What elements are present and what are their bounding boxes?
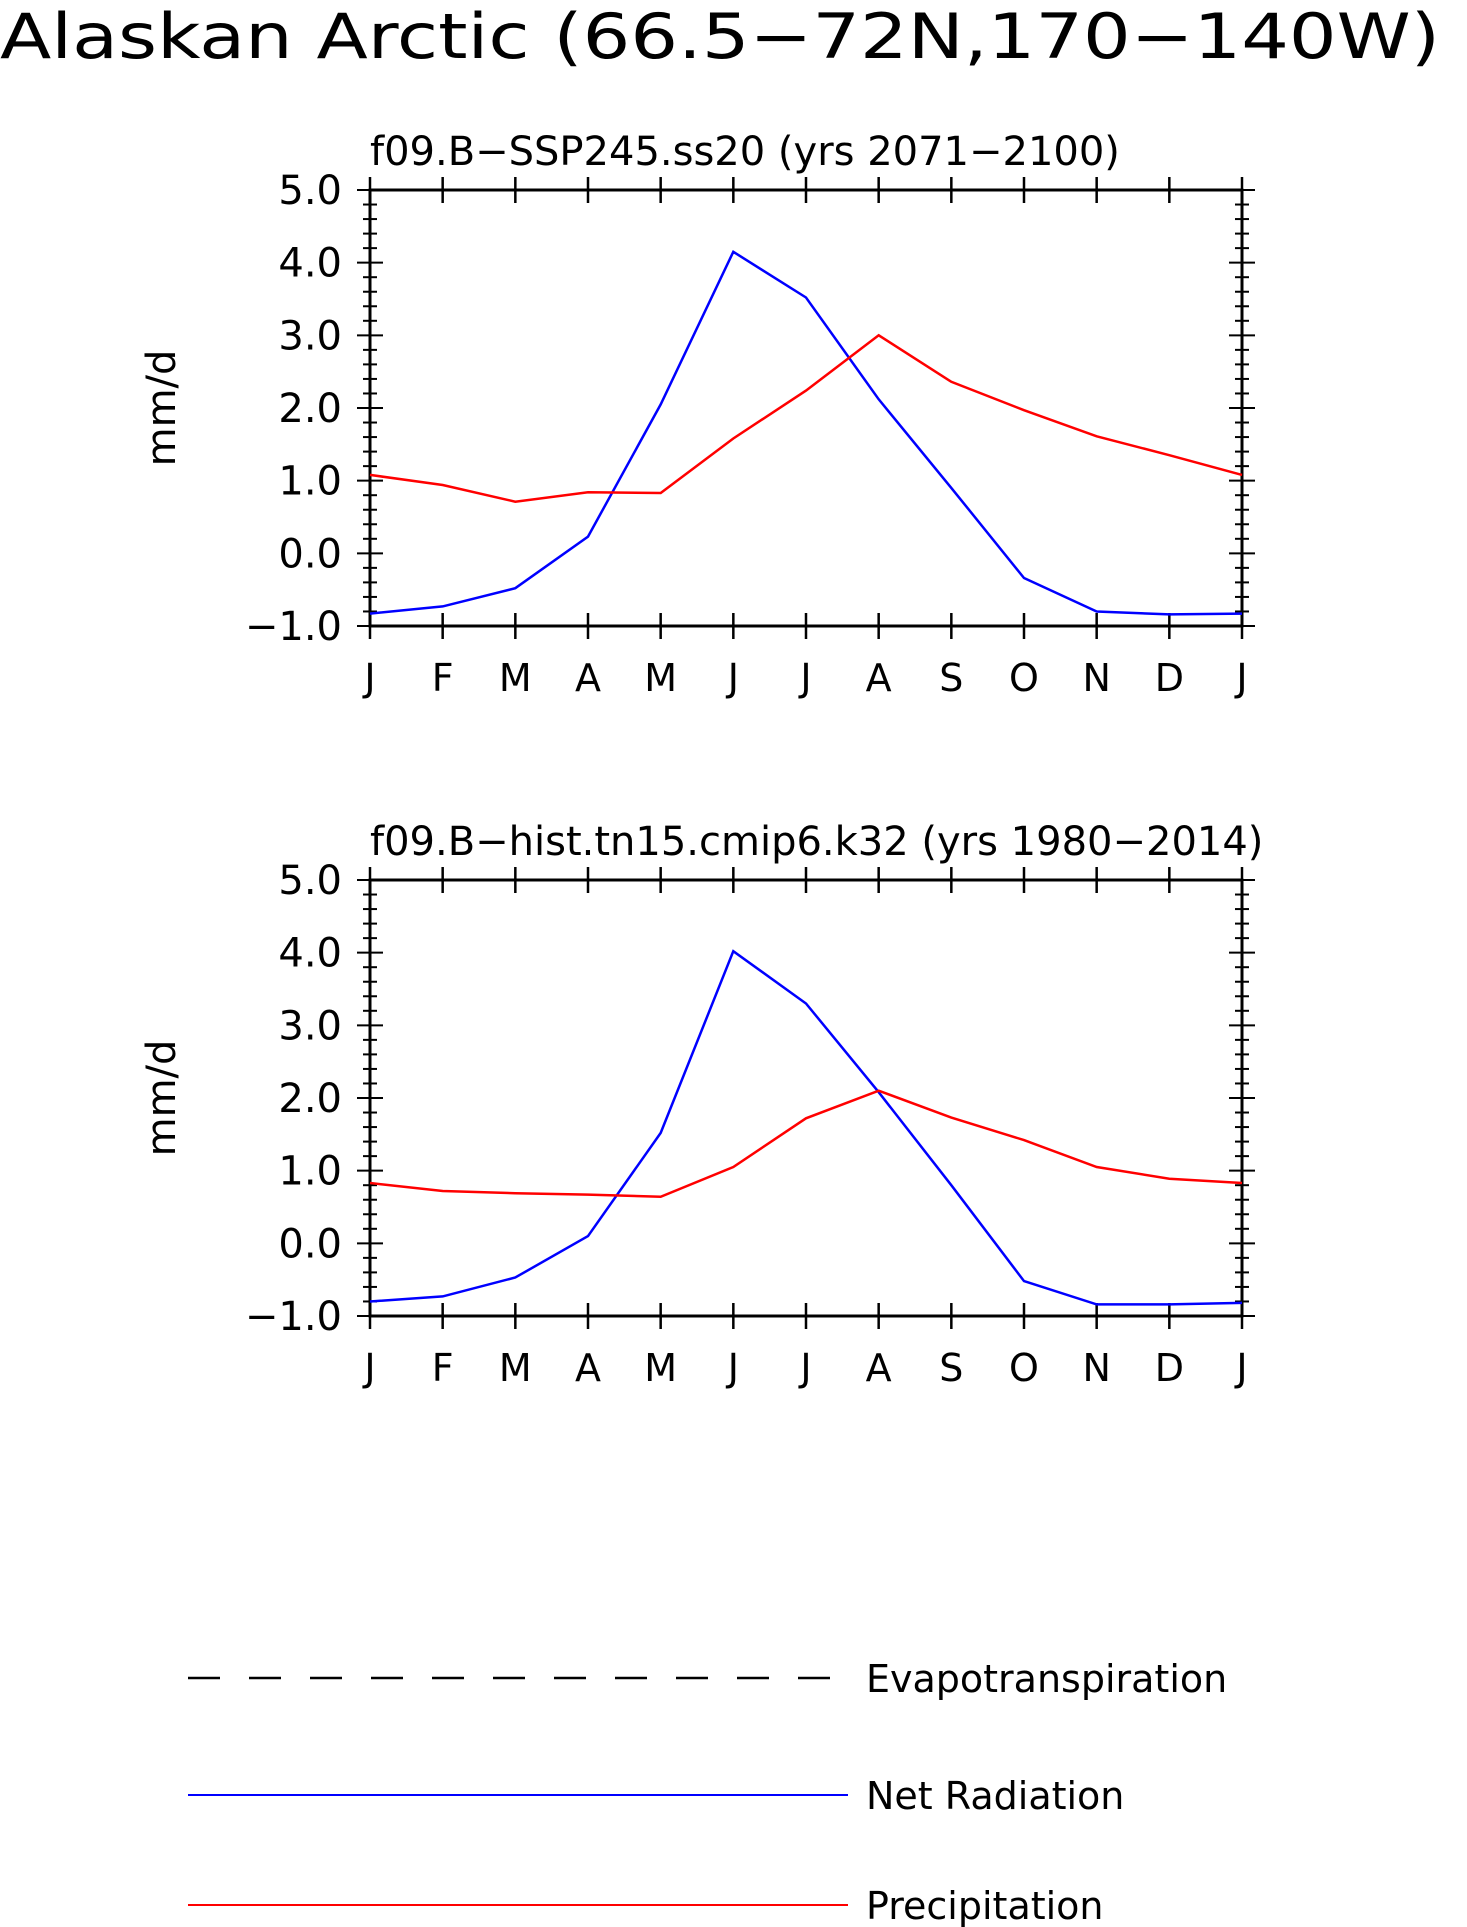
plot-frame (368, 878, 1244, 1318)
panel-2: f09.B−hist.tn15.cmip6.k32 (yrs 1980−2014… (139, 819, 1263, 1390)
x-tick-label: N (1082, 1346, 1110, 1390)
y-tick-label: 4.0 (278, 931, 342, 977)
x-tick-label: J (1234, 1346, 1247, 1390)
legend-label-net-radiation: Net Radiation (866, 1774, 1124, 1818)
x-tick-label: A (575, 1346, 601, 1390)
x-tick-label: J (362, 1346, 375, 1390)
x-tick-label: O (1009, 656, 1039, 700)
series-line-net-radiation (369, 949, 1243, 1306)
x-tick-label: J (1234, 656, 1247, 700)
plot-frame (368, 188, 1244, 628)
series-line-precipitation (369, 1089, 1243, 1199)
x-tick-label: J (798, 656, 811, 700)
legend-label-precipitation: Precipitation (866, 1884, 1104, 1927)
series-line-precipitation (369, 333, 1243, 503)
x-tick-label: N (1082, 656, 1110, 700)
series-line-net-radiation (369, 249, 1243, 616)
x-tick-label: S (939, 656, 963, 700)
x-tick-label: F (432, 1346, 454, 1390)
y-tick-label: 2.0 (278, 386, 342, 432)
panel-title: f09.B−hist.tn15.cmip6.k32 (yrs 1980−2014… (370, 819, 1263, 865)
y-tick-label: 4.0 (278, 241, 342, 287)
x-tick-label: M (644, 656, 677, 700)
x-tick-label: A (866, 1346, 892, 1390)
x-tick-label: D (1155, 656, 1184, 700)
panel-1: f09.B−SSP245.ss20 (yrs 2071−2100)J F M A M J J… (139, 129, 1255, 700)
y-tick-label: 5.0 (278, 168, 342, 214)
figure-title: Alaskan Arctic (66.5−72N,170−140W) (0, 0, 1440, 73)
x-tick-label: A (575, 656, 601, 700)
y-tick-label: 1.0 (278, 1149, 342, 1195)
y-tick-label: 3.0 (278, 1003, 342, 1049)
y-tick-label: 0.0 (278, 531, 342, 577)
legend: Evapotranspiration Net Radiation Precipita… (188, 1657, 1227, 1927)
x-tick-label: S (939, 1346, 963, 1390)
x-tick-label: O (1009, 1346, 1039, 1390)
y-tick-label: 1.0 (278, 459, 342, 505)
x-tick-label: J (726, 1346, 739, 1390)
panels: f09.B−SSP245.ss20 (yrs 2071−2100)J F M A M J J… (139, 129, 1263, 1390)
y-tick-label: 0.0 (278, 1221, 342, 1267)
x-tick-label: M (499, 1346, 532, 1390)
y-tick-label: 2.0 (278, 1076, 342, 1122)
x-tick-label: M (499, 656, 532, 700)
x-tick-label: J (362, 656, 375, 700)
y-axis-label: mm/d (139, 350, 185, 467)
x-tick-label: F (432, 656, 454, 700)
x-tick-label: D (1155, 1346, 1184, 1390)
panel-title: f09.B−SSP245.ss20 (yrs 2071−2100) (370, 129, 1120, 175)
y-tick-label: 3.0 (278, 313, 342, 359)
legend-label-evapotranspiration: Evapotranspiration (866, 1657, 1227, 1701)
x-tick-label: A (866, 656, 892, 700)
x-tick-label: M (644, 1346, 677, 1390)
y-tick-label: −1.0 (245, 604, 342, 650)
y-tick-label: −1.0 (245, 1294, 342, 1340)
x-tick-label: J (798, 1346, 811, 1390)
x-tick-label: J (726, 656, 739, 700)
y-axis-label: mm/d (139, 1040, 185, 1157)
y-tick-label: 5.0 (278, 858, 342, 904)
